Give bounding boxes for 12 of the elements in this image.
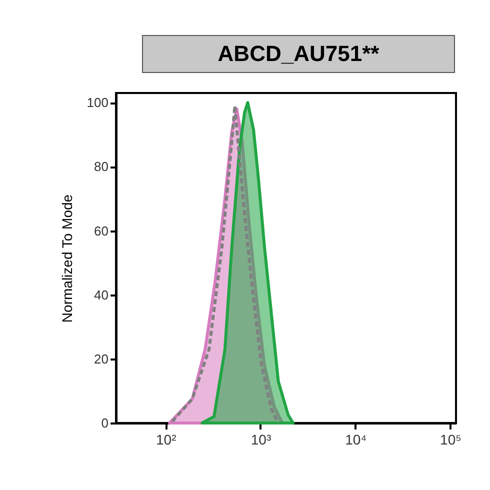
- y-axis-title: Normalized To Mode: [58, 194, 75, 323]
- x-tick-label: 10⁴: [345, 432, 367, 448]
- y-tick-label: 20: [94, 351, 108, 366]
- y-tick-label: 80: [94, 159, 108, 174]
- x-tick-label: 10³: [250, 432, 272, 448]
- chart-title: ABCD_AU751**: [142, 35, 455, 73]
- y-tick-label: 60: [94, 223, 108, 238]
- y-tick-label: 0: [101, 416, 108, 430]
- y-tick-label: 100: [86, 95, 108, 110]
- x-tick-label: 10²: [156, 432, 177, 448]
- x-tick-label: 10⁵: [440, 432, 462, 448]
- y-tick-label: 40: [94, 287, 108, 302]
